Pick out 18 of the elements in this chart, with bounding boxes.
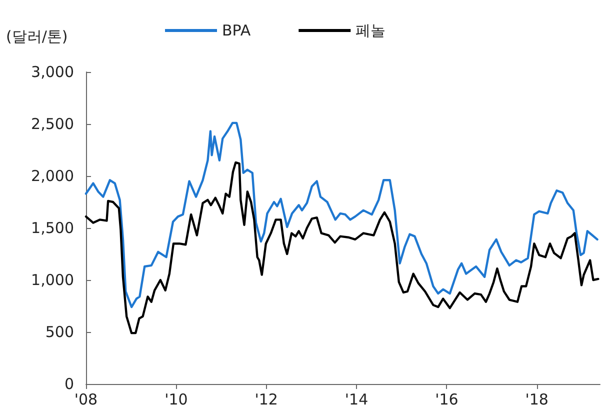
y-tick-label: 1,000	[31, 271, 74, 289]
y-axis-title: (달러/톤)	[6, 28, 68, 46]
y-tick-label: 500	[45, 323, 74, 341]
legend-label: 페놀	[356, 22, 386, 40]
legend-label: BPA	[222, 22, 252, 40]
y-tick-label: 3,000	[31, 63, 74, 81]
x-tick-label: '14	[344, 390, 368, 408]
y-tick-label: 0	[64, 375, 74, 393]
x-tick-label: '10	[164, 390, 188, 408]
y-tick-label: 1,500	[31, 219, 74, 237]
x-tick-label: '08	[74, 390, 98, 408]
y-tick-label: 2,500	[31, 115, 74, 133]
x-tick-label: '16	[435, 390, 458, 408]
line-series	[84, 161, 600, 334]
x-tick-label: '18	[525, 390, 548, 408]
x-tick-label: '12	[254, 390, 278, 408]
line-series	[84, 122, 598, 308]
y-tick-label: 2,000	[31, 167, 74, 185]
